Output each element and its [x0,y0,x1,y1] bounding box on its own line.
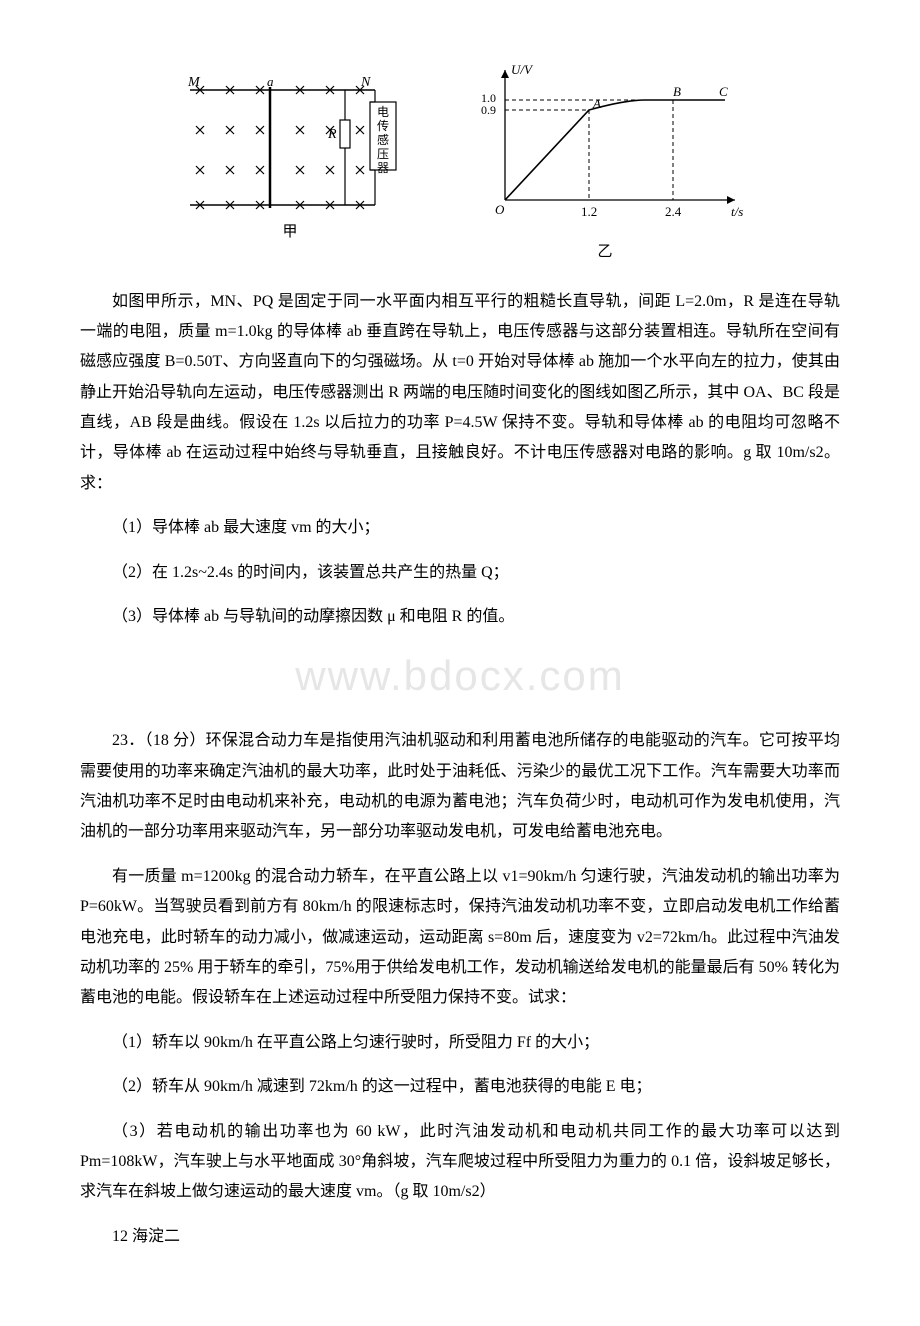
svg-text:器: 器 [377,161,389,175]
svg-text:O: O [495,202,505,217]
svg-text:a: a [267,74,274,89]
svg-text:2.4: 2.4 [665,204,682,219]
svg-text:P: P [187,208,197,210]
problem-2-q1: （1）轿车以 90km/h 在平直公路上匀速行驶时，所受阻力 Ff 的大小； [80,1028,840,1058]
footer-text: 12 海淀二 [80,1222,840,1252]
svg-text:0.9: 0.9 [481,103,496,117]
svg-text:压: 压 [377,147,389,161]
watermark: www.bdocx.com [80,636,840,716]
problem-2-intro: 23．（18 分）环保混合动力车是指使用汽油机驱动和利用蓄电池所储存的电能驱动的… [80,726,840,848]
figure-1: 电传感压器 M N P Qa b R 甲 [175,60,405,267]
svg-text:A: A [592,96,601,111]
problem-2-body: 有一质量 m=1200kg 的混合动力轿车，在平直公路上以 v1=90km/h … [80,862,840,1014]
problem-2-q2: （2）轿车从 90km/h 减速到 72km/h 的这一过程中，蓄电池获得的电能… [80,1072,840,1102]
problem-1-q2: （2）在 1.2s~2.4s 的时间内，该装置总共产生的热量 Q； [80,558,840,588]
figure-1-caption: 甲 [282,218,297,247]
svg-text:R: R [327,127,337,142]
figure-2: O 1.2 2.4 0.91.0 t/s U/V A B C 乙 [465,60,745,267]
svg-text:电: 电 [377,105,389,119]
figures-row: 电传感压器 M N P Qa b R 甲 O 1.2 2.4 0.91.0 t/s U/V A B C 乙 [80,60,840,267]
svg-text:1.2: 1.2 [581,204,597,219]
voltage-time-graph: O 1.2 2.4 0.91.0 t/s U/V A B C [465,60,745,230]
problem-1-text: 如图甲所示，MN、PQ 是固定于同一水平面内相互平行的粗糙长直导轨，间距 L=2… [80,287,840,500]
svg-text:M: M [187,75,201,90]
svg-text:b: b [267,207,274,210]
svg-text:传: 传 [377,118,389,133]
svg-text:感: 感 [377,132,389,147]
problem-2-q3: （3）若电动机的输出功率也为 60 kW，此时汽油发动机和电动机共同工作的最大功… [80,1117,840,1208]
svg-text:C: C [719,84,728,99]
circuit-diagram: 电传感压器 M N P Qa b R [175,60,405,210]
figure-2-caption: 乙 [597,238,612,267]
svg-text:Q: Q [361,208,371,210]
svg-text:t/s: t/s [731,204,743,219]
problem-1-q1: （1）导体棒 ab 最大速度 vm 的大小； [80,513,840,543]
svg-text:B: B [673,84,681,99]
svg-text:1.0: 1.0 [481,91,496,105]
svg-text:U/V: U/V [511,62,534,77]
svg-text:N: N [360,75,371,90]
problem-1-q3: （3）导体棒 ab 与导轨间的动摩擦因数 μ 和电阻 R 的值。 [80,602,840,632]
